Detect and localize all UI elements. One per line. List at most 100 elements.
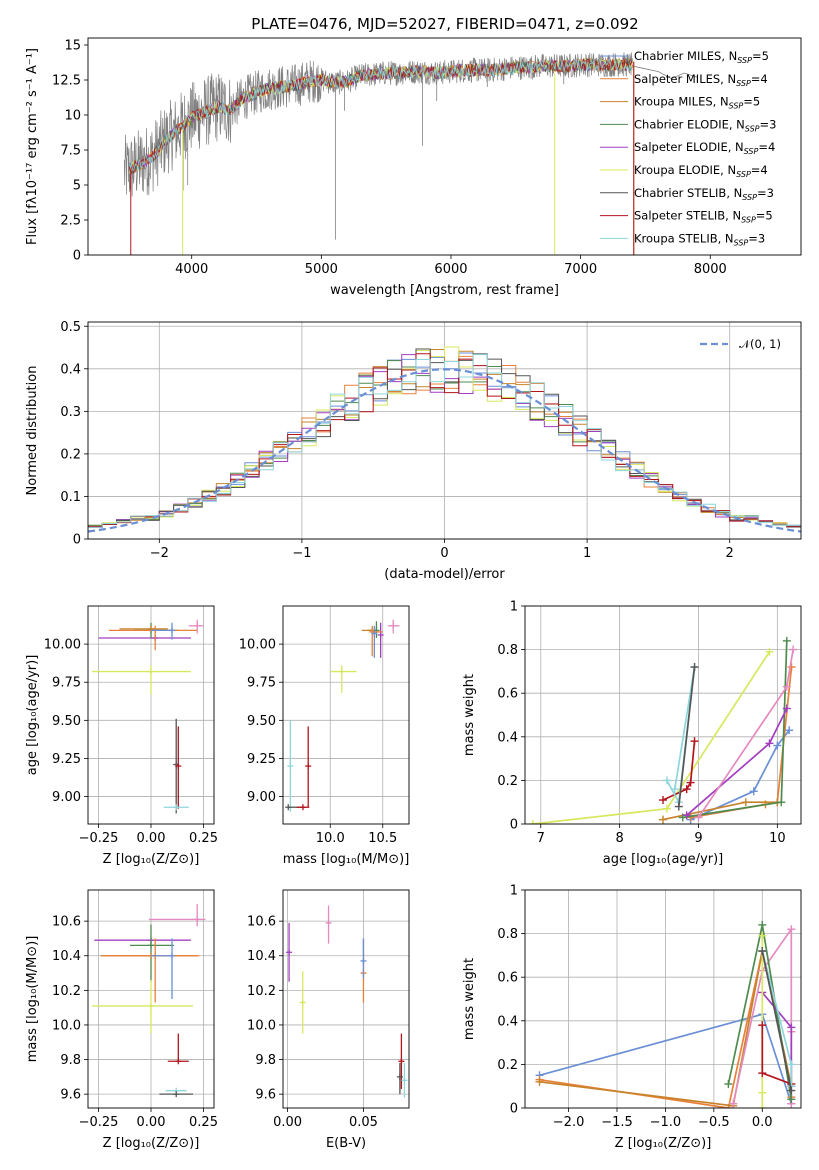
- y-tick-label: 9.50: [247, 714, 276, 729]
- legend: 𝒩(0, 1): [700, 337, 781, 351]
- y-tick-label: 0.4: [497, 1014, 518, 1029]
- x-tick-label: 10.0: [316, 831, 345, 846]
- y-tick-label: 1: [510, 884, 518, 899]
- y-tick-label: 0.8: [497, 927, 518, 942]
- y-tick-label: 10: [64, 109, 81, 124]
- axes-frame: [87, 37, 802, 256]
- x-axis-label: age [log₁₀(age/yr)]: [603, 852, 724, 867]
- errorbar-point: [401, 1063, 408, 1098]
- errorbar-point: [98, 635, 191, 642]
- y-tick-label: 5: [73, 179, 81, 194]
- y-tick-label: 0.6: [497, 971, 518, 986]
- legend-label: Kroupa ELODIE, NSSP=4: [634, 163, 768, 179]
- panel-weight-vs-age: 7 8 9 10 0 0.2 0.4 0.6 0.8 1 age [log₁₀(age/yr)] ma…: [462, 600, 802, 867]
- y-axis-label: mass weight: [462, 958, 477, 1040]
- y-tick-label: 0.6: [497, 687, 518, 702]
- y-tick-label: 10.2: [52, 984, 81, 999]
- y-tick-label: 10.6: [247, 915, 276, 930]
- x-tick-label: −0.25: [79, 831, 119, 846]
- y-tick-label: 0.4: [497, 730, 518, 745]
- x-tick-label: 1: [583, 546, 591, 561]
- y-tick-label: 0.4: [60, 362, 81, 377]
- errorbar-point: [286, 922, 293, 982]
- errorbar-point: [92, 979, 193, 1034]
- x-tick-label: 5000: [305, 262, 338, 277]
- y-tick-label: 0: [73, 533, 81, 548]
- errorbar-point: [398, 1033, 405, 1089]
- x-tick-label: −1.5: [601, 1115, 633, 1130]
- legend-label: Kroupa STELIB, NSSP=3: [634, 231, 765, 247]
- y-tick-label: 10.00: [239, 638, 276, 653]
- y-tick-label: 10.0: [52, 1018, 81, 1033]
- errorbar-point: [299, 971, 306, 1034]
- y-tick-label: 15: [64, 39, 81, 54]
- x-axis-label: Z [log₁₀(Z/Z⊙)]: [103, 1136, 200, 1151]
- axes-frame: [524, 889, 802, 1109]
- legend: Chabrier MILES, NSSP=5 Salpeter MILES, NS…: [600, 49, 776, 247]
- y-tick-label: 10.0: [247, 1018, 276, 1033]
- errorbar-point: [92, 665, 191, 695]
- x-tick-label: 8000: [694, 262, 727, 277]
- errorbar-point: [396, 1063, 403, 1095]
- x-tick-label: 0.00: [137, 1115, 166, 1130]
- x-tick-label: 0.05: [349, 1115, 378, 1130]
- x-axis-label: E(B-V): [326, 1136, 366, 1151]
- x-tick-label: 10.5: [368, 831, 397, 846]
- x-tick-label: 0.25: [189, 1115, 218, 1130]
- errorbar-point: [305, 726, 312, 808]
- x-tick-label: −0.5: [698, 1115, 730, 1130]
- x-tick-label: 4000: [175, 262, 208, 277]
- x-axis-label: wavelength [Angstrom, rest frame]: [330, 283, 559, 298]
- x-tick-label: 9: [694, 831, 702, 846]
- errorbar-point: [175, 726, 182, 809]
- legend-label: Salpeter MILES, NSSP=4: [634, 72, 768, 88]
- x-tick-label: 8: [615, 831, 623, 846]
- y-tick-label: 9.8: [60, 1053, 81, 1068]
- errorbar-point: [159, 1091, 193, 1098]
- x-axis-label: Z [log₁₀(Z/Z⊙)]: [103, 852, 200, 867]
- legend-label: Kroupa MILES, NSSP=5: [634, 95, 760, 111]
- model-kroupa-stelib: [129, 58, 633, 172]
- legend-label: Chabrier MILES, NSSP=5: [634, 49, 769, 65]
- legend-label: Chabrier STELIB, NSSP=3: [634, 186, 774, 202]
- y-tick-label: 0.2: [497, 1058, 518, 1073]
- y-tick-label: 9.00: [52, 790, 81, 805]
- histogram-kroupa-stelib: [88, 354, 801, 529]
- y-axis-label: mass [log₁₀(M/M⊙)]: [25, 936, 40, 1063]
- y-tick-label: 9.00: [247, 790, 276, 805]
- legend-label: Chabrier ELODIE, NSSP=3: [634, 117, 776, 133]
- errorbar-point: [330, 665, 357, 693]
- x-tick-label: −0.25: [79, 1115, 119, 1130]
- y-tick-label: 0: [510, 1102, 518, 1117]
- errorbar-point: [325, 905, 332, 944]
- x-tick-label: −2.0: [553, 1115, 585, 1130]
- plot-area: [92, 619, 204, 814]
- panel-spectrum: Chabrier MILES, NSSP=5 Salpeter MILES, NS…: [25, 37, 802, 298]
- normal-curve: [88, 368, 801, 533]
- x-tick-label: 10: [769, 831, 786, 846]
- x-tick-label: 7000: [564, 262, 597, 277]
- figure-title: PLATE=0476, MJD=52027, FIBERID=0471, z=0…: [251, 15, 638, 33]
- x-tick-label: 0: [440, 546, 448, 561]
- axes-frame: [524, 605, 802, 825]
- series-line-kroupa-elodie: [532, 651, 771, 824]
- data-spectrum-tail: [632, 65, 698, 80]
- errorbar-point: [163, 804, 189, 811]
- x-tick-label: −1: [292, 546, 311, 561]
- y-tick-label: 0.2: [60, 447, 81, 462]
- x-axis-label: Z [log₁₀(Z/Z⊙)]: [615, 1136, 712, 1151]
- y-tick-label: 0.3: [60, 405, 81, 420]
- errorbar-point: [360, 938, 367, 979]
- y-axis-label: Normed distribution: [25, 366, 40, 496]
- panel-age-vs-mass: 10.0 10.5 9.00 9.25 9.50 9.75 10.00 mass [log₁₀…: [239, 605, 410, 867]
- errorbar-point: [148, 903, 206, 927]
- errorbar-point: [377, 622, 384, 658]
- y-tick-label: 9.25: [52, 752, 81, 767]
- y-tick-label: 9.75: [52, 676, 81, 691]
- x-axis-label: (data-model)/error: [384, 567, 505, 582]
- plot-area: [528, 636, 798, 824]
- x-tick-label: −1.0: [650, 1115, 682, 1130]
- x-tick-label: 0.00: [137, 831, 166, 846]
- panel-residuals: 𝒩(0, 1) −2 −1 0 1 2 0 0.1 0.2 0.3 0.4 0.5 (data-mode…: [25, 320, 802, 582]
- errorbar-point: [151, 938, 175, 999]
